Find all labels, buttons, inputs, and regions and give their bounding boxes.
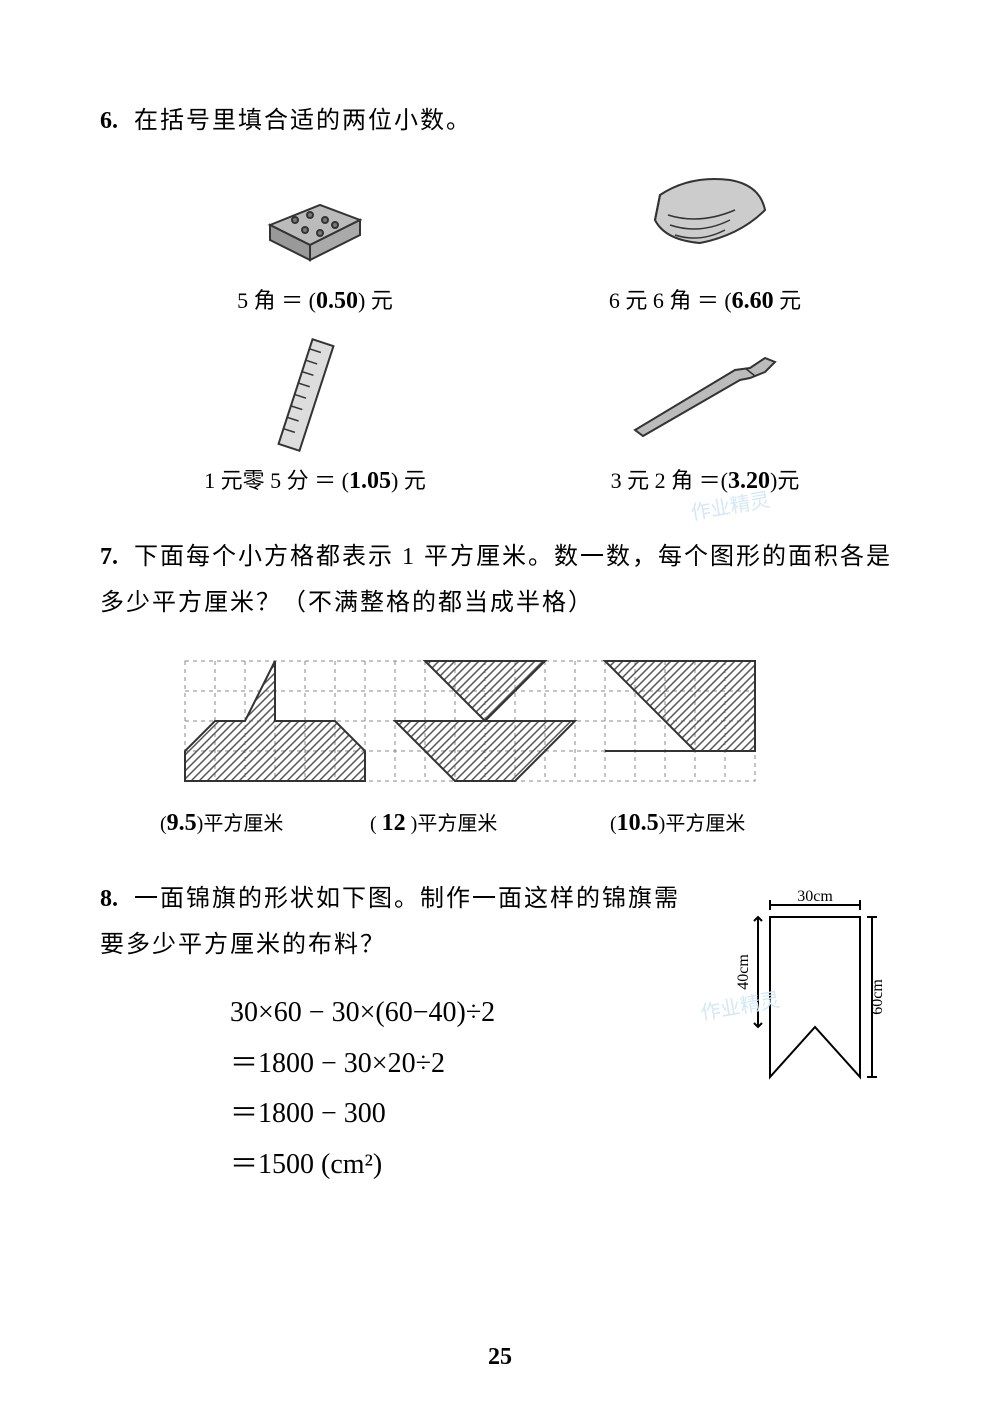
q8-dim-left: 40cm [735,954,752,990]
q6-item-2-suffix: 元 [774,288,802,313]
q8-prompt: 一面锦旗的形状如下图。制作一面这样的锦旗需要多少平方厘米的布料？ [100,886,680,958]
question-7: 7. 下面每个小方格都表示 1 平方厘米。数一数，每个图形的面积各是多少平方厘米… [100,535,900,837]
question-8: 8. 一面锦旗的形状如下图。制作一面这样的锦旗需要多少平方厘米的布料？ 30×6… [100,877,900,1190]
page-number: 25 [0,1344,1000,1371]
q7-answer-2: ( 12 )平方厘米 [370,807,570,837]
q7-answers: (9.5)平方厘米 ( 12 )平方厘米 (10.5)平方厘米 [100,807,900,837]
q6-item-4-suffix: )元 [770,468,799,493]
q7-unit-2: 平方厘米 [417,813,497,835]
q7-prompt: 下面每个小方格都表示 1 平方厘米。数一数，每个图形的面积各是多少平方厘米？（不… [100,544,892,616]
ruler-icon [260,335,370,455]
q7-ans3-val: 10.5 [617,810,659,836]
sponge-icon [250,155,380,275]
q6-item-1-answer: 0.50 [316,288,358,314]
q6-item-1-suffix: ) 元 [358,288,393,313]
q6-number: 6. [100,108,130,135]
q8-banner-figure: 30cm 40cm 60cm [720,877,900,1122]
q7-grid-figure [150,646,900,801]
q6-item-2: 6 元 6 角 ＝ (6.60 元 [540,155,870,315]
q6-item-3-prefix: 1 元零 5 分 ＝ ( [204,468,349,493]
q6-item-4: 3 元 2 角 ＝(3.20)元 [540,335,870,495]
q6-item-1-line: 5 角 ＝ (0.50) 元 [237,283,393,315]
q6-item-1-prefix: 5 角 ＝ ( [237,288,316,313]
q8-work-line-1: 30×60 − 30×(60−40)÷2 [230,988,690,1038]
q6-item-3-suffix: ) 元 [391,468,426,493]
q6-item-3-answer: 1.05 [349,468,391,494]
q6-item-3: 1 元零 5 分 ＝ (1.05) 元 [150,335,480,495]
q6-item-4-answer: 3.20 [728,468,770,494]
q6-items-grid: 5 角 ＝ (0.50) 元 6 [100,135,900,495]
q8-work-line-4: ＝1500 (cm²) [230,1140,690,1190]
q8-handwritten-work: 30×60 − 30×(60−40)÷2 ＝1800 − 30×20÷2 ＝18… [100,968,690,1190]
q7-unit-1: 平方厘米 [203,813,283,835]
q7-ans2-val: 12 [382,810,406,836]
q7-number: 7. [100,544,130,571]
towel-icon [630,155,780,275]
q7-answer-1: (9.5)平方厘米 [160,807,360,837]
q8-work-line-2: ＝1800 − 30×20÷2 [230,1039,690,1089]
q6-item-4-line: 3 元 2 角 ＝(3.20)元 [611,463,800,495]
q7-answer-3: (10.5)平方厘米 [610,807,810,837]
q7-unit-3: 平方厘米 [665,813,745,835]
q6-prompt: 在括号里填合适的两位小数。 [134,108,472,134]
q6-item-2-line: 6 元 6 角 ＝ (6.60 元 [609,283,801,315]
q8-dim-top: 30cm [797,888,833,905]
q8-work-line-3: ＝1800 − 300 [230,1089,690,1139]
q6-item-1: 5 角 ＝ (0.50) 元 [150,155,480,315]
q6-item-2-prefix: 6 元 6 角 ＝ ( [609,288,732,313]
q8-number: 8. [100,886,130,913]
q6-item-4-prefix: 3 元 2 角 ＝( [611,468,728,493]
q6-item-3-line: 1 元零 5 分 ＝ (1.05) 元 [204,463,426,495]
question-6: 6. 在括号里填合适的两位小数。 [100,100,900,495]
worksheet-page: 6. 在括号里填合适的两位小数。 [0,0,1000,1270]
q6-item-2-answer: 6.60 [732,288,774,314]
q7-ans1-val: 9.5 [167,810,197,836]
q8-dim-right: 60cm [869,979,886,1015]
chisel-icon [615,335,795,455]
